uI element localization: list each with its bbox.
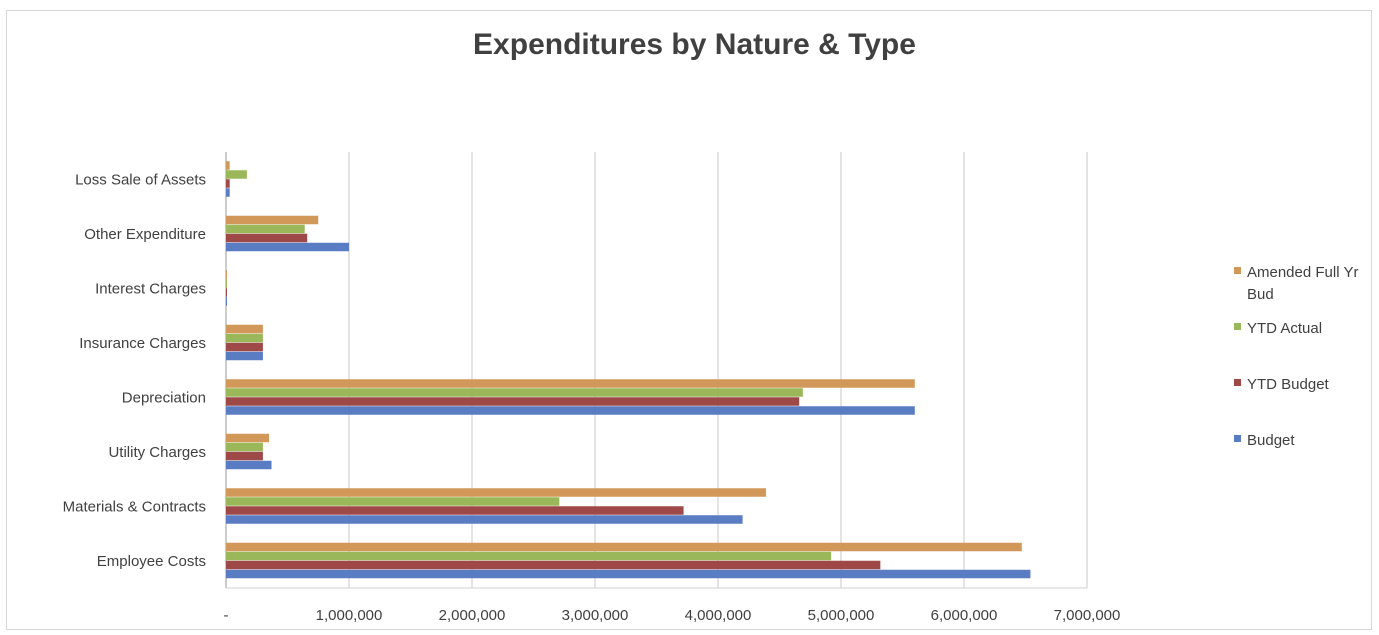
x-tick-label: 5,000,000 bbox=[808, 607, 875, 624]
bar bbox=[226, 161, 230, 170]
bar bbox=[226, 179, 230, 188]
legend-swatch bbox=[1234, 267, 1241, 274]
bar bbox=[226, 451, 263, 461]
category-label: Insurance Charges bbox=[79, 335, 206, 352]
bar bbox=[226, 569, 1031, 579]
bar bbox=[226, 288, 227, 297]
bar bbox=[226, 515, 743, 524]
category-label: Employee Costs bbox=[97, 553, 206, 570]
bar bbox=[226, 542, 1022, 552]
bar bbox=[226, 224, 305, 234]
legend-swatch bbox=[1234, 435, 1241, 442]
legend-swatch bbox=[1234, 379, 1241, 386]
x-tick-label: - bbox=[224, 607, 229, 624]
bar bbox=[226, 379, 915, 388]
x-tick-label: 2,000,000 bbox=[439, 607, 506, 624]
category-label: Interest Charges bbox=[95, 280, 206, 297]
chart-frame bbox=[6, 10, 1372, 630]
bar bbox=[226, 270, 227, 279]
x-tick-label: 1,000,000 bbox=[316, 607, 383, 624]
legend-label: Budget bbox=[1247, 432, 1295, 449]
legend-label: Amended Full Yr Bud bbox=[1247, 264, 1359, 303]
bar bbox=[226, 297, 227, 306]
bar bbox=[226, 397, 800, 406]
chart-title: Expenditures by Nature & Type bbox=[473, 28, 916, 61]
bar bbox=[226, 279, 227, 288]
bar bbox=[226, 351, 263, 361]
x-tick-label: 3,000,000 bbox=[562, 607, 629, 624]
bar bbox=[226, 388, 803, 397]
x-tick-label: 7,000,000 bbox=[1054, 607, 1121, 624]
bar bbox=[226, 560, 881, 570]
bar bbox=[226, 442, 263, 452]
bar bbox=[226, 433, 270, 443]
bar bbox=[226, 460, 272, 470]
bar bbox=[226, 342, 263, 352]
category-label: Materials & Contracts bbox=[63, 498, 206, 515]
bar bbox=[226, 406, 915, 415]
bar bbox=[226, 242, 349, 252]
x-tick-label: 4,000,000 bbox=[685, 607, 752, 624]
bar bbox=[226, 488, 766, 497]
bar bbox=[226, 551, 832, 561]
category-label: Loss Sale of Assets bbox=[75, 171, 206, 188]
bar bbox=[226, 233, 308, 243]
legend-label: YTD Budget bbox=[1247, 376, 1329, 393]
bar bbox=[226, 188, 230, 197]
bar bbox=[226, 170, 247, 179]
category-label: Utility Charges bbox=[108, 444, 206, 461]
bar bbox=[226, 497, 560, 506]
legend-swatch bbox=[1234, 323, 1241, 330]
x-tick-label: 6,000,000 bbox=[931, 607, 998, 624]
legend-label: YTD Actual bbox=[1247, 320, 1323, 337]
category-label: Other Expenditure bbox=[84, 226, 206, 243]
bar bbox=[226, 333, 263, 343]
bar bbox=[226, 215, 319, 225]
bar bbox=[226, 324, 263, 334]
bar bbox=[226, 506, 684, 515]
category-label: Depreciation bbox=[122, 389, 206, 406]
